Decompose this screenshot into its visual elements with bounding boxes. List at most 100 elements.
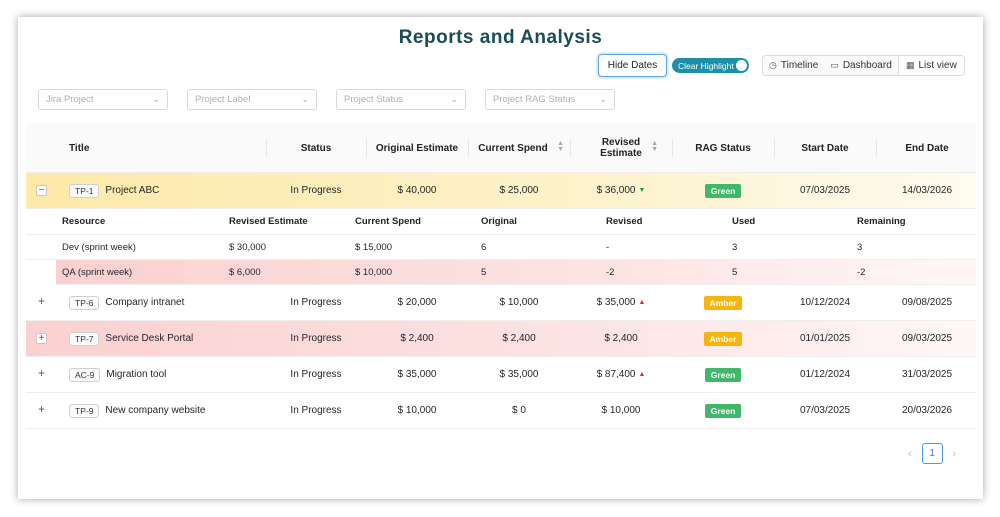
start-date-cell: 10/12/2024 xyxy=(799,297,851,308)
sub-remaining: 3 xyxy=(857,241,863,253)
view-dashboard[interactable]: ▭ Dashboard xyxy=(824,56,897,75)
filter-placeholder: Jira Project xyxy=(46,94,94,105)
col-current-spend[interactable]: Current Spend ▲ ▼ xyxy=(468,123,570,173)
resource-subtable: Resource Revised Estimate Current Spend … xyxy=(26,209,976,285)
sub-header: Resource Revised Estimate Current Spend … xyxy=(26,209,976,235)
project-title[interactable]: Migration tool xyxy=(106,369,167,380)
status-cell: In Progress xyxy=(290,369,342,380)
sub-col-original: Original xyxy=(481,216,517,227)
col-start-date[interactable]: Start Date xyxy=(801,142,849,154)
filter-placeholder: Project RAG Status xyxy=(493,94,576,105)
col-current-spend-label: Current Spend xyxy=(478,142,548,154)
trend-up-icon: ▲ xyxy=(638,299,646,306)
clear-highlight-toggle[interactable]: Clear Highlight xyxy=(672,58,749,73)
view-timeline-label: Timeline xyxy=(780,60,819,71)
issue-key: TP-9 xyxy=(69,403,100,418)
project-label-select[interactable]: Project Label ⌄ xyxy=(187,89,317,110)
clock-icon: ◷ xyxy=(769,60,777,70)
project-rag-status-select[interactable]: Project RAG Status ⌄ xyxy=(485,89,615,110)
table-row[interactable]: + TP-6 Company intranet In Progress $ 20… xyxy=(26,285,976,321)
col-revised-estimate-label: Revised Estimate xyxy=(600,137,642,159)
start-date-cell: 07/03/2025 xyxy=(799,185,851,196)
table-row[interactable]: − TP-1 Project ABC In Progress $ 40,000 … xyxy=(26,173,976,209)
col-rag-status[interactable]: RAG Status xyxy=(695,142,751,154)
table-row[interactable]: + AC-9 Migration tool In Progress $ 35,0… xyxy=(26,357,976,393)
revised-estimate-cell: $ 36,000 ▼ xyxy=(570,173,672,208)
grid-icon: ▦ xyxy=(905,60,915,70)
table-row[interactable]: + TP-7 Service Desk Portal In Progress $… xyxy=(26,321,976,357)
pagination: ‹ 1 › xyxy=(908,443,956,464)
sub-revised-estimate: $ 6,000 xyxy=(229,266,261,278)
current-spend-cell: $ 25,000 xyxy=(499,185,539,196)
start-date-cell: 07/03/2025 xyxy=(799,405,851,416)
rag-badge: Green xyxy=(704,183,742,198)
project-status-select[interactable]: Project Status ⌄ xyxy=(336,89,466,110)
trend-up-icon: ▲ xyxy=(638,371,646,378)
col-revised-estimate[interactable]: Revised Estimate ▲ ▼ xyxy=(570,123,672,173)
col-original-estimate[interactable]: Original Estimate xyxy=(375,142,459,154)
end-date-cell: 09/08/2025 xyxy=(901,297,953,308)
revised-estimate-cell: $ 35,000 ▲ xyxy=(570,285,672,320)
sub-original: 5 xyxy=(481,266,487,278)
projects-table: Title Status Original Estimate Current S… xyxy=(26,123,976,429)
status-cell: In Progress xyxy=(290,185,342,196)
project-title[interactable]: New company website xyxy=(105,405,206,416)
view-list[interactable]: ▦ List view xyxy=(897,56,964,75)
sub-resource: Dev (sprint week) xyxy=(62,241,136,253)
revised-estimate-value: $ 87,400 xyxy=(596,369,636,380)
expand-icon[interactable]: + xyxy=(37,366,45,380)
col-title[interactable]: Title xyxy=(69,142,90,154)
sub-col-resource: Resource xyxy=(62,216,106,227)
original-estimate-cell: $ 10,000 xyxy=(397,405,437,416)
sub-revised-estimate: $ 30,000 xyxy=(229,241,266,253)
end-date-cell: 09/03/2025 xyxy=(901,333,953,344)
chevron-right-icon[interactable]: › xyxy=(952,447,957,460)
table-row[interactable]: + TP-9 New company website In Progress $… xyxy=(26,393,976,429)
sub-row: QA (sprint week) $ 6,000 $ 10,000 5 -2 5… xyxy=(56,260,976,285)
sub-remaining: -2 xyxy=(857,266,866,278)
dashboard-icon: ▭ xyxy=(830,60,839,70)
chevron-left-icon[interactable]: ‹ xyxy=(908,447,912,460)
rag-badge: Green xyxy=(704,367,742,382)
sub-original: 6 xyxy=(481,241,487,253)
sub-revised: -2 xyxy=(606,266,615,278)
rag-badge: Green xyxy=(704,403,742,418)
start-date-cell: 01/12/2024 xyxy=(799,369,851,380)
chevron-down-icon: ⌄ xyxy=(599,94,607,104)
jira-project-select[interactable]: Jira Project ⌄ xyxy=(38,89,168,110)
original-estimate-cell: $ 2,400 xyxy=(400,333,434,344)
filter-placeholder: Project Status xyxy=(344,94,404,105)
issue-key: TP-7 xyxy=(69,331,100,346)
end-date-cell: 14/03/2026 xyxy=(901,185,953,196)
chevron-down-icon: ⌄ xyxy=(301,94,309,104)
sort-icon[interactable]: ▲ ▼ xyxy=(651,140,658,153)
original-estimate-cell: $ 35,000 xyxy=(397,369,437,380)
rag-badge: Amber xyxy=(703,331,743,346)
revised-estimate-value: $ 36,000 xyxy=(596,185,636,196)
collapse-icon[interactable]: − xyxy=(36,185,47,196)
view-timeline[interactable]: ◷ Timeline xyxy=(763,56,824,75)
col-status[interactable]: Status xyxy=(300,142,332,154)
sort-icon[interactable]: ▲ ▼ xyxy=(557,140,564,153)
project-title[interactable]: Service Desk Portal xyxy=(105,333,194,344)
original-estimate-cell: $ 40,000 xyxy=(397,185,437,196)
sub-resource: QA (sprint week) xyxy=(62,266,133,278)
view-list-label: List view xyxy=(918,60,957,71)
current-spend-cell: $ 2,400 xyxy=(502,333,536,344)
project-title[interactable]: Company intranet xyxy=(105,297,185,308)
expand-icon[interactable]: + xyxy=(36,333,47,344)
page-number[interactable]: 1 xyxy=(921,443,943,464)
view-switcher: ◷ Timeline ▭ Dashboard ▦ List view xyxy=(762,55,965,76)
sub-used: 5 xyxy=(732,266,738,278)
sub-col-used: Used xyxy=(732,216,756,227)
chevron-down-icon: ⌄ xyxy=(152,94,160,104)
revised-estimate-cell: $ 87,400 ▲ xyxy=(570,357,672,392)
end-date-cell: 31/03/2025 xyxy=(901,369,953,380)
expand-icon[interactable]: + xyxy=(37,402,45,416)
expand-icon[interactable]: + xyxy=(37,294,45,308)
original-estimate-cell: $ 20,000 xyxy=(397,297,437,308)
col-end-date[interactable]: End Date xyxy=(905,142,949,154)
table-header: Title Status Original Estimate Current S… xyxy=(26,123,976,173)
project-title[interactable]: Project ABC xyxy=(105,185,160,196)
hide-dates-button[interactable]: Hide Dates xyxy=(598,54,667,77)
